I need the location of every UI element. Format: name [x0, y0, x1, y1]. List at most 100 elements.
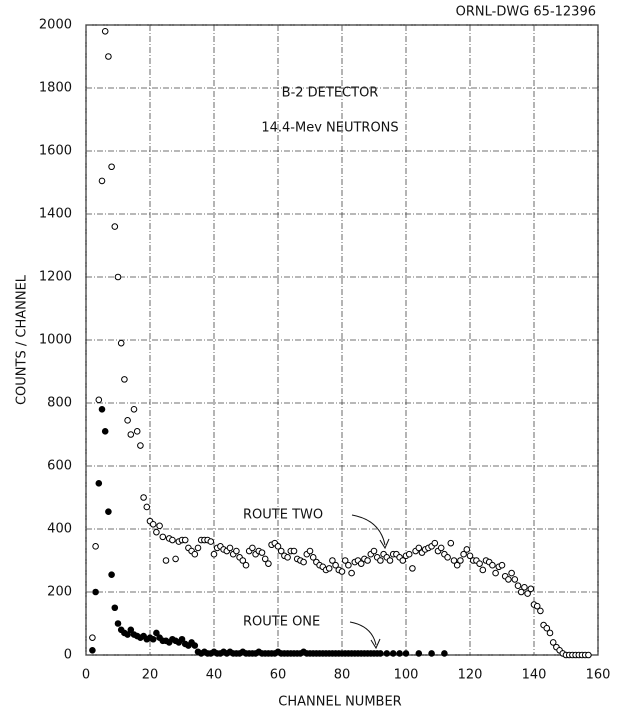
data-point	[383, 650, 391, 657]
data-point	[325, 565, 333, 572]
y-tick-label: 1800	[39, 81, 72, 96]
data-point	[338, 568, 346, 575]
data-point	[437, 544, 445, 552]
data-point	[261, 555, 269, 563]
data-point	[105, 508, 112, 515]
data-point	[450, 557, 458, 564]
y-tick-label: 1400	[39, 207, 72, 222]
drawing-number: ORNL-DWG 65-12396	[456, 5, 596, 20]
series-label: ROUTE ONE	[243, 615, 320, 630]
data-point	[329, 557, 336, 564]
data-point	[441, 650, 448, 657]
data-point	[181, 536, 189, 544]
data-point	[159, 533, 167, 541]
data-point	[332, 561, 339, 569]
data-point	[117, 339, 125, 347]
data-point	[92, 588, 99, 596]
data-point	[364, 557, 371, 564]
data-point	[508, 569, 515, 577]
annotation: 14.4-Mev NEUTRONS	[261, 121, 398, 136]
x-tick-label: 80	[334, 668, 351, 683]
data-point	[191, 550, 199, 558]
data-point	[124, 417, 131, 424]
data-point	[306, 547, 314, 555]
data-point	[431, 539, 439, 547]
data-point	[143, 503, 151, 511]
arrow	[349, 621, 377, 646]
data-point	[546, 629, 554, 637]
data-point	[389, 650, 397, 657]
data-point	[89, 646, 96, 654]
data-point	[101, 428, 109, 435]
y-tick-label: 600	[47, 459, 72, 474]
data-point	[95, 396, 103, 404]
data-point	[415, 544, 423, 552]
data-point	[399, 557, 407, 564]
data-point	[274, 543, 282, 550]
y-tick-label: 800	[47, 396, 72, 411]
y-tick-label: 1200	[39, 270, 72, 285]
data-point	[92, 543, 99, 550]
x-tick-label: 120	[458, 668, 483, 683]
data-point	[242, 561, 250, 569]
data-point	[377, 557, 384, 564]
data-point	[265, 560, 272, 567]
arrowhead	[379, 538, 390, 550]
data-point	[460, 550, 467, 558]
data-point	[98, 177, 106, 185]
data-point	[514, 582, 522, 590]
data-point	[101, 28, 109, 35]
data-point	[370, 547, 378, 555]
data-point	[191, 642, 199, 649]
data-point	[341, 557, 349, 564]
data-point	[511, 576, 519, 583]
data-point	[309, 554, 317, 561]
data-point	[527, 585, 535, 593]
data-point	[345, 561, 352, 569]
data-point	[133, 428, 141, 435]
data-point	[517, 588, 525, 596]
data-point	[178, 635, 186, 643]
data-point	[533, 602, 541, 610]
data-point	[207, 538, 215, 545]
data-point	[447, 539, 455, 547]
x-tick-label: 20	[142, 668, 159, 683]
data-point	[124, 631, 131, 638]
data-point	[457, 557, 464, 564]
data-point	[290, 547, 298, 555]
arrowhead	[370, 638, 381, 650]
data-point	[239, 557, 247, 564]
data-point	[137, 442, 144, 449]
data-point	[194, 544, 202, 552]
data-point	[108, 163, 115, 171]
data-point	[105, 53, 112, 60]
data-point	[114, 620, 122, 627]
data-point	[543, 624, 551, 632]
data-point	[300, 558, 307, 566]
data-point	[89, 634, 96, 641]
data-point	[466, 552, 474, 560]
data-point	[210, 550, 218, 558]
data-point	[258, 549, 266, 556]
data-point	[111, 223, 119, 230]
data-point	[521, 583, 528, 591]
data-point	[233, 547, 240, 555]
y-tick-label: 0	[64, 648, 72, 663]
data-point	[153, 629, 160, 637]
data-point	[156, 522, 163, 530]
data-point	[121, 376, 128, 383]
data-point	[476, 560, 483, 567]
y-tick-label: 400	[47, 522, 72, 537]
x-tick-label: 0	[82, 668, 90, 683]
data-point	[415, 650, 423, 657]
x-tick-label: 160	[586, 668, 611, 683]
data-point	[277, 547, 285, 555]
data-point	[537, 607, 544, 615]
data-point	[498, 561, 506, 569]
data-point	[479, 566, 487, 574]
data-point	[249, 544, 256, 552]
data-point	[492, 569, 499, 577]
data-point	[489, 561, 496, 569]
data-point	[149, 520, 157, 528]
data-point	[153, 528, 160, 536]
